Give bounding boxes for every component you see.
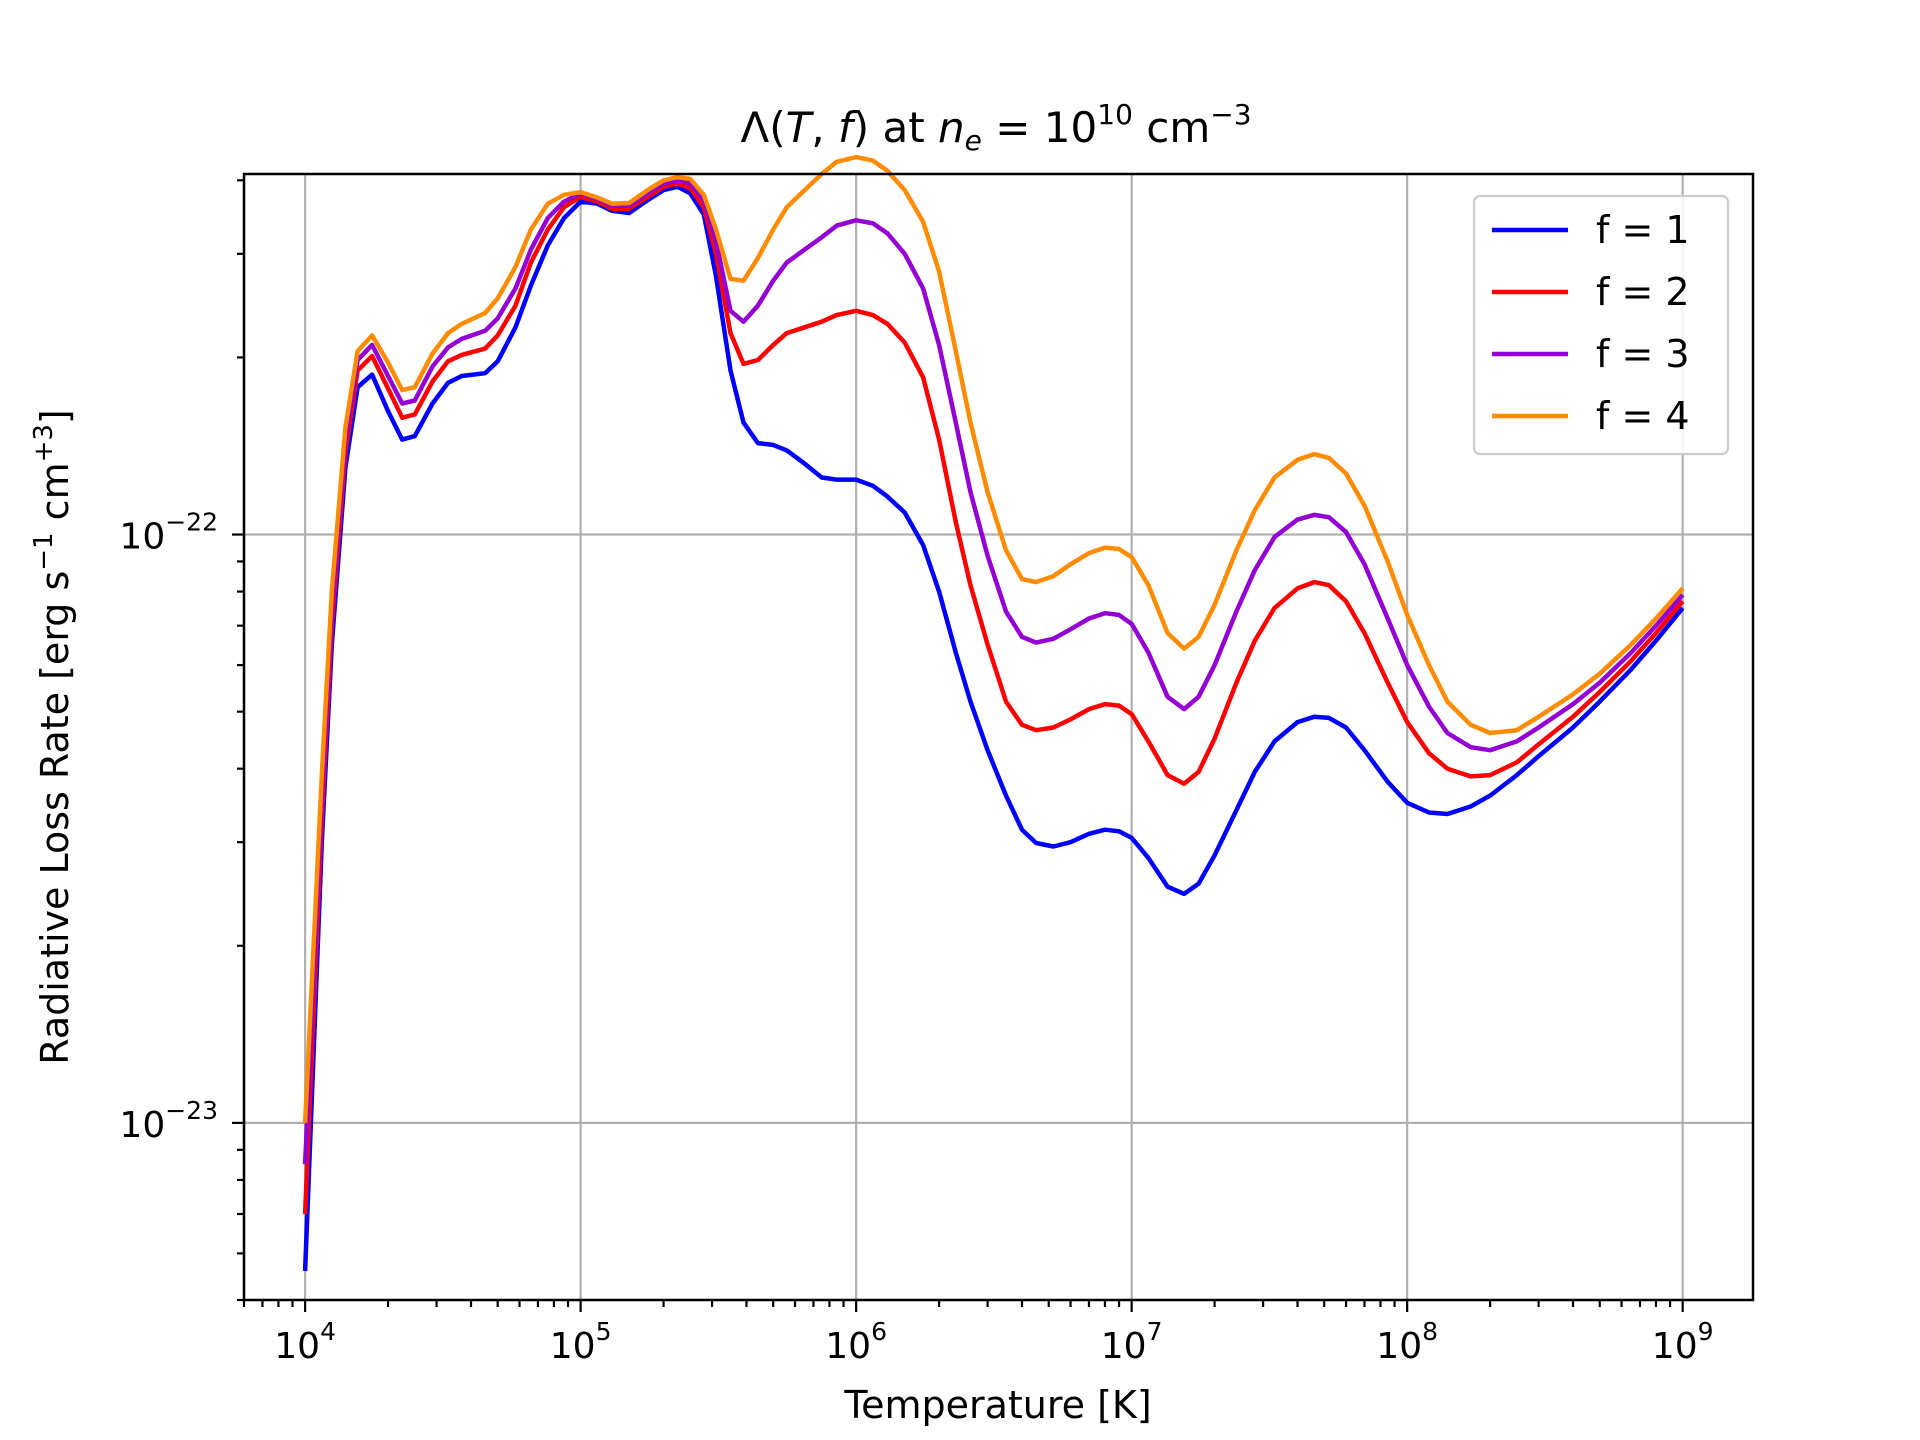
- x-tick-base: 10: [550, 1326, 596, 1367]
- legend: f = 1 f = 2 f = 3 f = 4: [1472, 194, 1730, 456]
- legend-label-f3: f = 3: [1596, 332, 1690, 376]
- y-tick-base: 10: [119, 517, 165, 558]
- title-exp: 10: [1097, 98, 1133, 131]
- x-tick-base: 10: [274, 1326, 320, 1367]
- title-T: T: [786, 103, 815, 152]
- y-axis-label: Radiative Loss Rate [erg s−1 cm+3]: [29, 409, 77, 1065]
- title-e: e: [965, 124, 982, 157]
- plot-frame: [242, 172, 1755, 1302]
- title-lambda: Λ(: [740, 103, 785, 152]
- y-label-mid: cm: [33, 462, 77, 532]
- y-label-cm-exp: +3: [29, 424, 59, 462]
- x-tick-exp: 8: [1422, 1317, 1438, 1346]
- x-tick-label: 108: [1376, 1317, 1438, 1367]
- y-label-main: Radiative Loss Rate [erg s: [33, 571, 77, 1065]
- x-tick-base: 10: [1652, 1326, 1698, 1367]
- series-line-f1: [302, 184, 1685, 1272]
- y-tick-exp: −22: [165, 508, 218, 537]
- title-close-at: ) at: [853, 103, 938, 152]
- series-line-f4: [302, 154, 1685, 1124]
- y-tick-base: 10: [119, 1105, 165, 1146]
- y-tick-exp: −23: [165, 1096, 218, 1125]
- x-tick-base: 10: [1376, 1326, 1422, 1367]
- series-layer: [302, 154, 1685, 1272]
- x-tick-exp: 6: [871, 1317, 887, 1346]
- series-line-f2: [302, 181, 1685, 1215]
- legend-entries: f = 1 f = 2 f = 3 f = 4: [1492, 208, 1690, 438]
- legend-label-f4: f = 4: [1596, 394, 1690, 438]
- y-tick-label: 10−23: [119, 1096, 218, 1146]
- title-n: n: [938, 103, 965, 152]
- x-tick-labels: 104 105 106 107 108 109: [274, 1317, 1713, 1367]
- x-tick-label: 104: [274, 1317, 336, 1367]
- x-tick-exp: 9: [1698, 1317, 1714, 1346]
- y-label-s-exp: −1: [29, 532, 59, 570]
- x-tick-label: 106: [825, 1317, 887, 1367]
- title-unit: cm: [1133, 103, 1210, 152]
- title-unit-exp: −3: [1210, 98, 1251, 131]
- chart-title: Λ(T, f) at ne = 1010 cm−3: [740, 98, 1251, 157]
- legend-label-f1: f = 1: [1596, 208, 1690, 252]
- x-tick-exp: 4: [320, 1317, 336, 1346]
- x-tick-label: 109: [1652, 1317, 1714, 1367]
- x-tick-exp: 7: [1147, 1317, 1163, 1346]
- legend-box: [1472, 194, 1730, 456]
- x-tick-exp: 5: [596, 1317, 612, 1346]
- title-comma: ,: [811, 103, 838, 152]
- tick-layer: [232, 179, 1684, 1312]
- x-tick-label: 105: [550, 1317, 612, 1367]
- x-tick-base: 10: [1101, 1326, 1147, 1367]
- x-tick-base: 10: [825, 1326, 871, 1367]
- y-tick-label: 10−22: [119, 508, 218, 558]
- x-tick-label: 107: [1101, 1317, 1163, 1367]
- series-line-f3: [302, 178, 1685, 1165]
- x-axis-label: Temperature [K]: [843, 1383, 1151, 1427]
- title-eq: = 10: [982, 103, 1097, 152]
- y-label-end: ]: [33, 409, 77, 424]
- legend-label-f2: f = 2: [1596, 270, 1690, 314]
